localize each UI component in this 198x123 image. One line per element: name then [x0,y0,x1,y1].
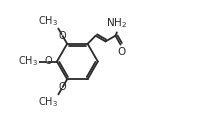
Text: CH$_3$: CH$_3$ [38,95,58,109]
Text: NH$_2$: NH$_2$ [106,16,128,30]
Text: O: O [44,56,52,67]
Text: O: O [59,82,67,92]
Text: CH$_3$: CH$_3$ [18,55,38,68]
Text: O: O [118,47,126,57]
Text: CH$_3$: CH$_3$ [38,14,58,28]
Text: O: O [59,31,67,41]
